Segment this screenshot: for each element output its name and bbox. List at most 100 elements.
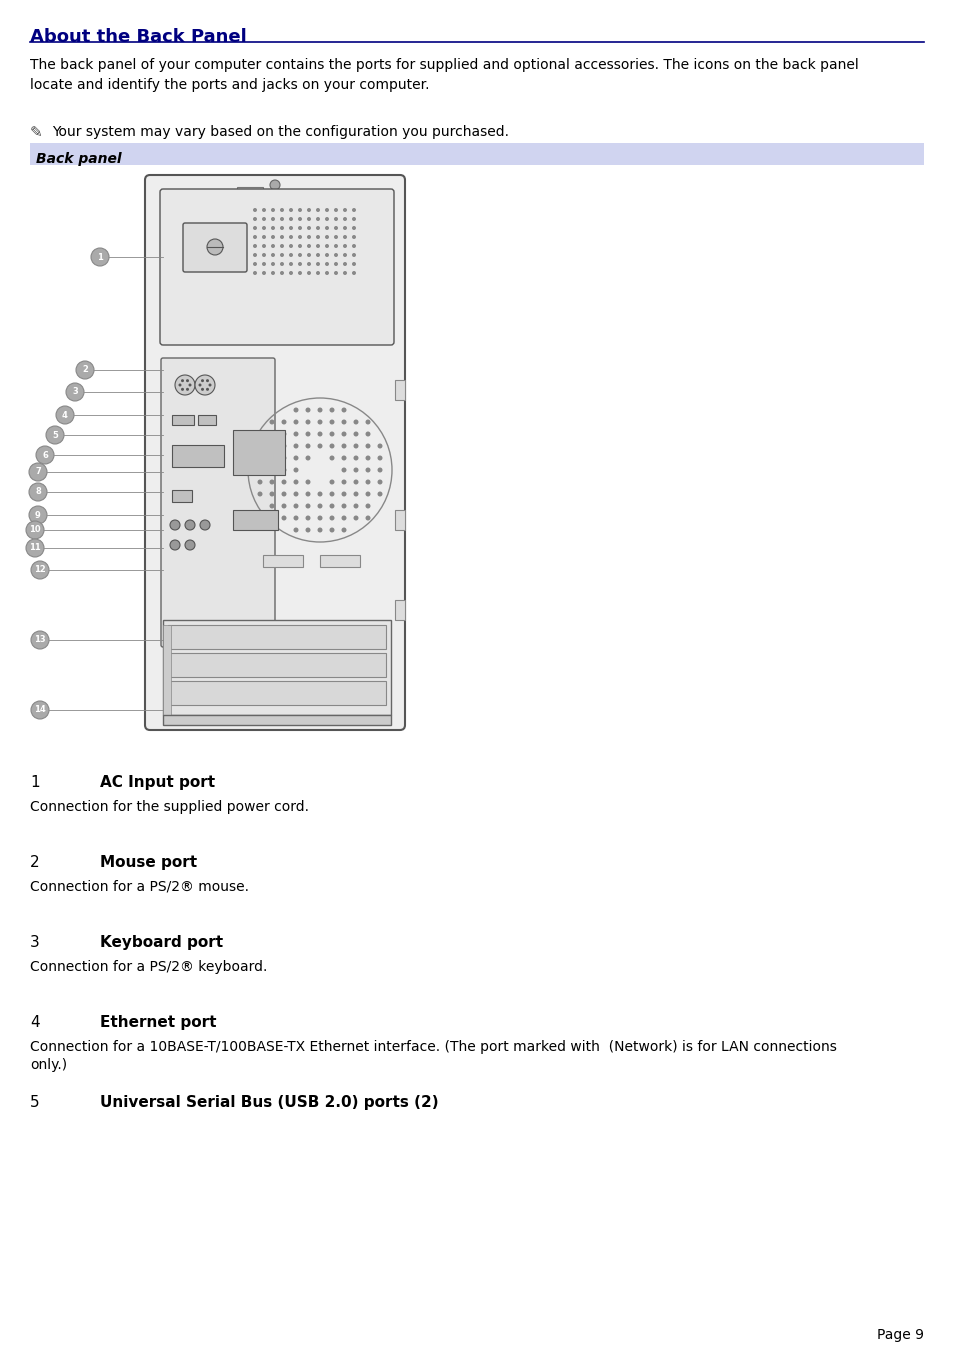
Circle shape <box>305 408 310 412</box>
Circle shape <box>269 431 274 436</box>
Text: 14: 14 <box>34 705 46 715</box>
Circle shape <box>352 208 355 212</box>
FancyBboxPatch shape <box>168 626 386 648</box>
Circle shape <box>66 382 84 401</box>
Circle shape <box>334 226 337 230</box>
Circle shape <box>354 443 358 449</box>
Circle shape <box>334 272 337 276</box>
Circle shape <box>294 504 298 508</box>
FancyBboxPatch shape <box>172 444 224 467</box>
Circle shape <box>325 208 329 212</box>
Circle shape <box>269 504 274 508</box>
Circle shape <box>186 380 189 382</box>
Circle shape <box>271 218 274 222</box>
Circle shape <box>206 380 209 382</box>
Circle shape <box>329 408 335 412</box>
Circle shape <box>269 455 274 461</box>
Circle shape <box>354 480 358 485</box>
Circle shape <box>257 443 262 449</box>
Circle shape <box>315 262 319 266</box>
Circle shape <box>289 226 293 230</box>
Circle shape <box>377 443 382 449</box>
Circle shape <box>315 272 319 276</box>
Circle shape <box>365 420 370 424</box>
Circle shape <box>280 272 284 276</box>
Circle shape <box>280 208 284 212</box>
Circle shape <box>294 431 298 436</box>
Circle shape <box>352 218 355 222</box>
FancyBboxPatch shape <box>30 143 923 165</box>
Text: 13: 13 <box>34 635 46 644</box>
Circle shape <box>201 388 204 390</box>
Circle shape <box>317 492 322 497</box>
Circle shape <box>178 384 181 386</box>
Circle shape <box>269 443 274 449</box>
Circle shape <box>297 208 302 212</box>
Circle shape <box>305 480 310 485</box>
Circle shape <box>343 208 347 212</box>
FancyBboxPatch shape <box>168 653 386 677</box>
Circle shape <box>377 480 382 485</box>
Circle shape <box>325 226 329 230</box>
Circle shape <box>365 504 370 508</box>
Circle shape <box>329 516 335 520</box>
FancyBboxPatch shape <box>172 415 193 426</box>
Circle shape <box>170 520 180 530</box>
Circle shape <box>181 380 184 382</box>
Circle shape <box>325 272 329 276</box>
Circle shape <box>257 467 262 473</box>
Text: 5: 5 <box>30 1096 40 1111</box>
Circle shape <box>317 527 322 532</box>
Circle shape <box>294 516 298 520</box>
FancyBboxPatch shape <box>168 681 386 705</box>
Circle shape <box>29 484 47 501</box>
Circle shape <box>294 467 298 473</box>
Text: 3: 3 <box>72 388 78 396</box>
Text: Mouse port: Mouse port <box>100 855 197 870</box>
Circle shape <box>289 235 293 239</box>
Circle shape <box>262 253 266 257</box>
Text: 1: 1 <box>30 775 40 790</box>
Circle shape <box>352 245 355 249</box>
Circle shape <box>317 504 322 508</box>
Circle shape <box>305 516 310 520</box>
Circle shape <box>262 235 266 239</box>
Circle shape <box>271 253 274 257</box>
Circle shape <box>281 455 286 461</box>
Circle shape <box>281 443 286 449</box>
Circle shape <box>269 492 274 497</box>
Circle shape <box>315 218 319 222</box>
Circle shape <box>354 492 358 497</box>
Text: 4: 4 <box>62 411 68 420</box>
Circle shape <box>341 467 346 473</box>
Circle shape <box>317 516 322 520</box>
Circle shape <box>354 504 358 508</box>
Circle shape <box>26 521 44 539</box>
Circle shape <box>305 443 310 449</box>
Circle shape <box>307 208 311 212</box>
Circle shape <box>294 527 298 532</box>
FancyBboxPatch shape <box>163 626 171 715</box>
FancyBboxPatch shape <box>183 223 247 272</box>
Circle shape <box>307 235 311 239</box>
Circle shape <box>253 245 256 249</box>
Circle shape <box>343 235 347 239</box>
Circle shape <box>209 384 212 386</box>
Circle shape <box>329 504 335 508</box>
FancyBboxPatch shape <box>395 600 405 620</box>
Circle shape <box>271 262 274 266</box>
Text: Connection for a 10BASE-T/100BASE-TX Ethernet interface. (The port marked with  : Connection for a 10BASE-T/100BASE-TX Eth… <box>30 1040 836 1073</box>
Circle shape <box>262 272 266 276</box>
FancyBboxPatch shape <box>236 186 263 195</box>
Text: 10: 10 <box>30 526 41 535</box>
Circle shape <box>354 467 358 473</box>
Text: About the Back Panel: About the Back Panel <box>30 28 247 46</box>
Circle shape <box>253 262 256 266</box>
Circle shape <box>307 272 311 276</box>
Circle shape <box>317 443 322 449</box>
Circle shape <box>280 262 284 266</box>
Circle shape <box>305 431 310 436</box>
Circle shape <box>315 226 319 230</box>
Circle shape <box>281 504 286 508</box>
Text: Ethernet port: Ethernet port <box>100 1015 216 1029</box>
